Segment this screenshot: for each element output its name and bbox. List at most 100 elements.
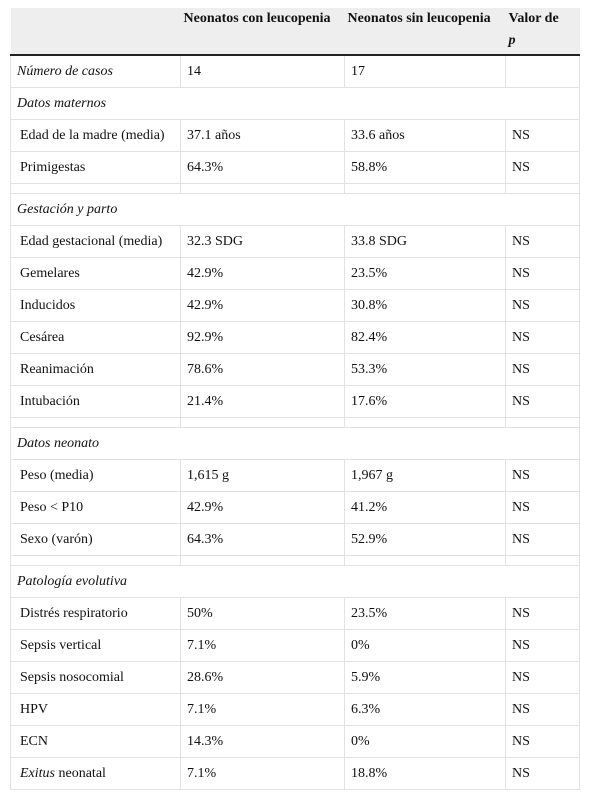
section-title: Datos maternos [10,87,580,120]
cell [10,555,181,566]
cell: NS [505,321,580,354]
cell: NS [505,151,580,184]
row-label-text: Primigestas [20,160,86,175]
data-row: HPV 7.1% 6.3% NS [10,693,580,726]
cell: 30.8% [344,289,506,322]
cell: 7.1% [180,757,345,790]
row-label: Distrés respiratorio [10,597,181,630]
row-label-text: Edad gestacional (media) [20,234,163,249]
row-label-text: Sexo (varón) [20,532,93,547]
data-row: Distrés respiratorio 50% 23.5% NS [10,597,580,630]
data-row: Exitus neonatal 7.1% 18.8% NS [10,757,580,790]
row-label-text: Distrés respiratorio [20,606,128,621]
cell: 33.6 años [344,119,506,152]
data-row: Gemelares 42.9% 23.5% NS [10,257,580,290]
section-title: Patología evolutiva [10,565,580,598]
cell: NS [505,289,580,322]
row-label: Intubación [10,385,181,418]
spacer-row [10,555,580,566]
section-row: Patología evolutiva [10,565,580,598]
row-label: Sexo (varón) [10,523,181,556]
cell [344,555,506,566]
header-row: Neonatos con leucopenia Neonatos sin leu… [10,8,580,56]
cell: 0% [344,725,506,758]
cell: 78.6% [180,353,345,386]
cell: 17.6% [344,385,506,418]
row-label-text: neonatal [58,766,106,781]
data-row: Intubación 21.4% 17.6% NS [10,385,580,418]
row-label: Edad gestacional (media) [10,225,181,258]
cell: NS [505,597,580,630]
data-row: ECN 14.3% 0% NS [10,725,580,758]
header-text: p [508,33,516,48]
row-label-em: Exitus [20,766,55,781]
row-label: HPV [10,693,181,726]
cell: 18.8% [344,757,506,790]
cell: 7.1% [180,693,345,726]
data-row: Sepsis nosocomial 28.6% 5.9% NS [10,661,580,694]
cell: NS [505,257,580,290]
cell: 50% [180,597,345,630]
cell: 14.3% [180,725,345,758]
cell: NS [505,523,580,556]
cell [180,417,345,428]
cell: 23.5% [344,257,506,290]
row-label-text: Cesárea [20,330,65,345]
row-label-text: ECN [20,734,48,749]
row-label: Reanimación [10,353,181,386]
section-title: Gestación y parto [10,193,580,226]
cell: 28.6% [180,661,345,694]
cell: 42.9% [180,491,345,524]
row-label-text: Inducidos [20,298,76,313]
cell: 41.2% [344,491,506,524]
cell: 1,967 g [344,459,506,492]
row-label-text: Gemelares [20,266,80,281]
cell: 82.4% [344,321,506,354]
cell [10,417,181,428]
cell: 53.3% [344,353,506,386]
section-row: Gestación y parto [10,193,580,226]
row-label-text: Edad de la madre (media) [20,128,165,143]
cell: 42.9% [180,289,345,322]
cell: 7.1% [180,629,345,662]
cell: NS [505,385,580,418]
cell: 21.4% [180,385,345,418]
row-label: Sepsis nosocomial [10,661,181,694]
data-row: Primigestas 64.3% 58.8% NS [10,151,580,184]
data-table: Neonatos con leucopenia Neonatos sin leu… [10,8,580,790]
cell: 6.3% [344,693,506,726]
row-label: Gemelares [10,257,181,290]
data-row: Edad de la madre (media) 37.1 años 33.6 añ… [10,119,580,152]
row-label: ECN [10,725,181,758]
cell: 52.9% [344,523,506,556]
row-label-text: Intubación [20,394,80,409]
row-label-text: Peso (media) [20,468,94,483]
cell: NS [505,661,580,694]
cell [180,555,345,566]
data-row: Edad gestacional (media) 32.3 SDG 33.8 SDG… [10,225,580,258]
cell [344,183,506,194]
cell: NS [505,491,580,524]
cell: 33.8 SDG [344,225,506,258]
cell: 42.9% [180,257,345,290]
section-row: Datos maternos [10,87,580,120]
cell [10,183,181,194]
row-label-text: HPV [20,702,49,717]
cell: NS [505,459,580,492]
cell: 64.3% [180,523,345,556]
header-cell [10,8,181,56]
spacer-row [10,183,580,194]
data-row: Reanimación 78.6% 53.3% NS [10,353,580,386]
cell: NS [505,225,580,258]
cell: NS [505,693,580,726]
header-cell: Neonatos sin leucopenia [344,8,506,56]
cell: 37.1 años [180,119,345,152]
cell: 1,615 g [180,459,345,492]
data-row: Peso (media) 1,615 g 1,967 g NS [10,459,580,492]
row-label-text: Reanimación [20,362,94,377]
cell: 14 [180,54,345,88]
row-label: Edad de la madre (media) [10,119,181,152]
data-row: Cesárea 92.9% 82.4% NS [10,321,580,354]
data-row: Inducidos 42.9% 30.8% NS [10,289,580,322]
header-cell: Valor de p [505,8,580,56]
